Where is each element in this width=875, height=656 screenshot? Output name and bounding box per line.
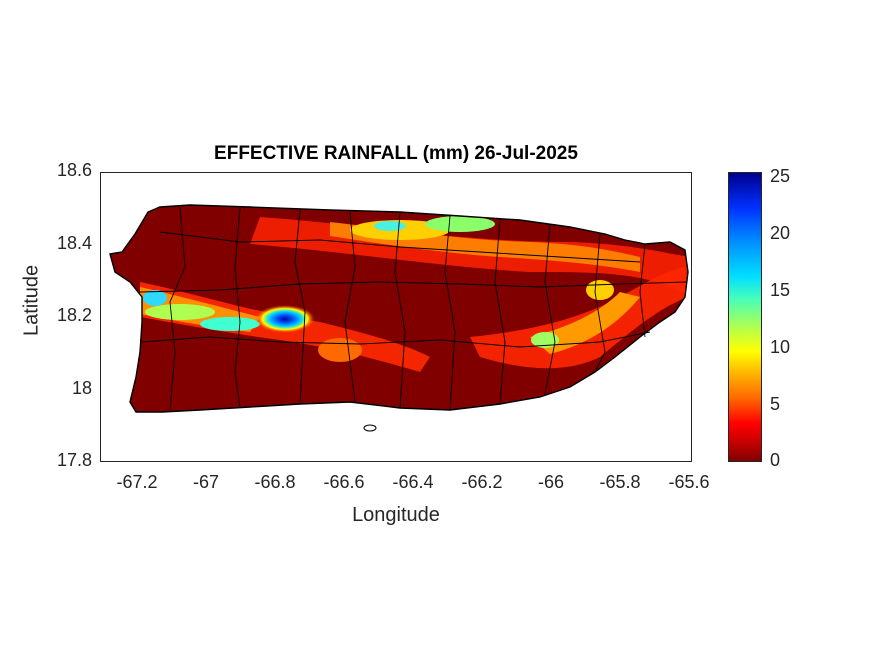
y-axis-label: Latitude (20, 264, 43, 336)
x-tick-label: -66.8 (254, 472, 296, 492)
colorbar (728, 172, 762, 462)
colorbar-tick-label: 20 (770, 223, 791, 243)
x-tick-label: -66.2 (461, 472, 503, 492)
x-tick-label: -66.6 (323, 472, 365, 492)
colorbar-tick-label: 25 (770, 166, 791, 186)
y-tick-label: 18 (71, 378, 92, 398)
colorbar-tick-label: 0 (770, 450, 781, 470)
coastline (109, 204, 689, 413)
x-tick-label: -65.6 (668, 472, 710, 492)
x-tick-label: -67.2 (116, 472, 158, 492)
map-axes (100, 172, 692, 462)
colorbar-tick-label: 5 (770, 394, 781, 414)
x-tick-label: -66 (537, 472, 564, 492)
offshore-island (363, 424, 377, 432)
colorbar-tick-label: 15 (770, 280, 791, 300)
x-axis-label: Longitude (352, 504, 440, 526)
rainfall-map (109, 204, 689, 432)
y-tick-label: 18.6 (56, 160, 92, 180)
y-tick-label: 18.2 (56, 305, 92, 325)
chart-title: EFFECTIVE RAINFALL (mm) 26-Jul-2025 (214, 143, 578, 164)
colorbar-tick-label: 10 (770, 337, 791, 357)
x-tick-label: -66.4 (392, 472, 434, 492)
island-fill (110, 205, 688, 412)
x-tick-label: -67 (192, 472, 219, 492)
municipality-boundaries (139, 206, 687, 411)
y-tick-label: 18.4 (56, 233, 92, 253)
x-tick-label: -65.8 (599, 472, 641, 492)
y-tick-label: 17.8 (56, 450, 92, 470)
